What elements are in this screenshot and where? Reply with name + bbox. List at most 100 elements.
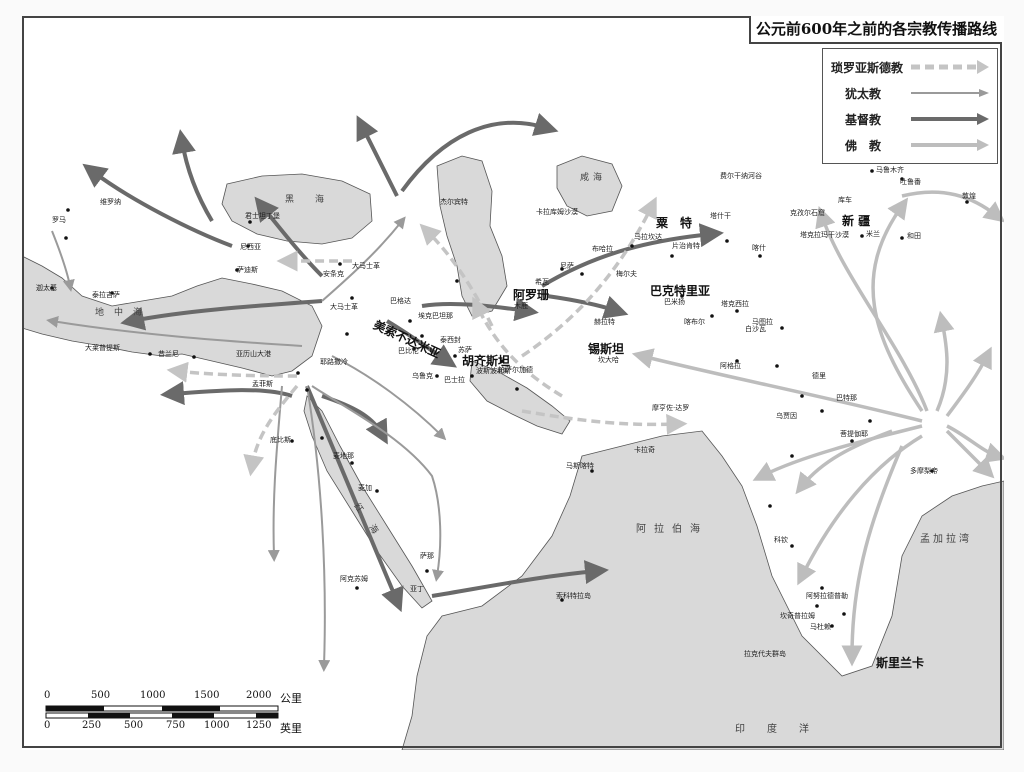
region-khuzestan: 胡齐斯坦 xyxy=(462,354,511,368)
place-label: 巴格达 xyxy=(390,297,411,305)
legend-row-zoroastrianism: 琐罗亚斯德教 xyxy=(823,57,999,81)
place-label: 亚历山大港 xyxy=(236,350,271,358)
place-label: 喀什 xyxy=(752,244,766,252)
place-label: 白沙瓦 xyxy=(745,325,766,333)
place-label: 坎大哈 xyxy=(598,356,619,364)
region-bactria: 巴克特里亚 xyxy=(650,284,711,298)
place-label: 维罗纳 xyxy=(100,198,121,206)
place-label: 泰拉吉萨 xyxy=(92,291,120,299)
buddhist-routes xyxy=(631,190,1004,667)
legend-label-judaism: 犹太教 xyxy=(845,87,882,101)
place-label: 塔克西拉 xyxy=(721,300,749,308)
sea-indian: 印度洋 xyxy=(735,724,831,735)
place-label: 和田 xyxy=(907,232,921,240)
legend-row-christianity: 基督教 xyxy=(823,109,999,133)
place-label: 马拉坎达 xyxy=(634,233,662,241)
legend-swatch-thick xyxy=(911,113,989,125)
place-label: 巴士拉 xyxy=(444,376,465,384)
legend-row-judaism: 犹太教 xyxy=(823,83,999,107)
place-label: 大马士革 xyxy=(352,262,380,270)
place-label: 孟菲斯 xyxy=(252,380,273,388)
place-label: 库车 xyxy=(838,196,852,204)
place-label: 塔什干 xyxy=(710,212,731,220)
place-label: 帕萨尔加德 xyxy=(498,366,533,374)
place-label: 大马士革 xyxy=(330,303,358,311)
scale-mi-tick: 250 xyxy=(82,720,102,731)
place-label: 多摩梨帝 xyxy=(910,467,938,475)
place-label: 底比斯 xyxy=(270,436,291,444)
place-label: 吐鲁番 xyxy=(900,178,921,186)
place-label: 埃克巴坦那 xyxy=(418,312,453,320)
legend-swatch-thin xyxy=(911,89,989,97)
scale-mi-tick: 1250 xyxy=(246,720,272,731)
region-xinjiang: 新 疆 xyxy=(842,214,871,228)
place-label: 克孜尔石窟 xyxy=(790,209,825,217)
place-label: 乌鲁克 xyxy=(412,372,433,380)
place-label: 耶路撒冷 xyxy=(320,358,348,366)
place-label: 麦地那 xyxy=(333,452,354,460)
sea-aral: 咸海 xyxy=(580,173,607,183)
place-label: 索科特拉岛 xyxy=(556,592,591,600)
place-label: 麦加 xyxy=(358,484,372,492)
place-label: 希瓦 xyxy=(535,278,549,286)
sea-black: 黑 海 xyxy=(285,195,331,205)
place-label: 赫拉特 xyxy=(594,318,615,326)
place-label: 阿格拉 xyxy=(720,362,741,370)
place-dots xyxy=(50,169,969,628)
place-label: 波斯波利斯 xyxy=(476,367,511,375)
map-title: 公元前600年之前的各宗教传播路线 xyxy=(749,16,1002,44)
legend-row-buddhism: 佛 教 xyxy=(823,135,999,159)
place-label: 木鹿 xyxy=(514,302,528,310)
place-label: 科钦 xyxy=(774,536,788,544)
place-label: 巴米扬 xyxy=(664,298,685,306)
place-label: 杰尔宾特 xyxy=(440,198,468,206)
place-label: 马鲁木齐 xyxy=(876,166,904,174)
scale-km-tick: 1500 xyxy=(194,690,220,701)
scale-mi-tick: 0 xyxy=(44,720,51,731)
scale-km-tick: 0 xyxy=(44,690,51,701)
place-label: 片治肯特 xyxy=(672,242,700,250)
place-label: 萨迪斯 xyxy=(237,266,258,274)
region-khorasan: 阿罗珊 xyxy=(513,288,550,302)
sea-arabian: 阿拉伯海 xyxy=(636,524,708,535)
place-label: 巴比伦 xyxy=(398,347,419,355)
scale-mi-tick: 500 xyxy=(124,720,144,731)
zoroastrian-routes xyxy=(166,196,688,477)
judaism-routes xyxy=(46,216,447,672)
place-label: 大莱普提斯 xyxy=(85,344,120,352)
region-sogdiana: 粟 特 xyxy=(656,216,693,230)
place-label: 摩亨佐·达罗 xyxy=(652,404,690,412)
sea-bengal: 孟加拉湾 xyxy=(920,534,972,545)
legend: 琐罗亚斯德教 犹太教 基督教 佛 教 xyxy=(822,48,998,164)
place-label: 乌贾因 xyxy=(776,412,797,420)
sea-mediterranean: 地中海 xyxy=(95,308,153,318)
place-label: 布哈拉 xyxy=(592,245,613,253)
place-label: 昔兰尼 xyxy=(158,350,179,358)
place-label: 坎奇普拉姆 xyxy=(780,612,815,620)
place-label: 卡拉库姆沙漠 xyxy=(536,208,578,216)
place-label: 马斯喀特 xyxy=(566,462,594,470)
place-label: 苏萨 xyxy=(458,346,472,354)
place-label: 塔克拉玛干沙漠 xyxy=(800,231,849,239)
place-label: 喀布尔 xyxy=(684,318,705,326)
legend-label-zoroastrianism: 琐罗亚斯德教 xyxy=(831,61,904,75)
place-label: 迦太基 xyxy=(36,284,57,292)
place-label: 萨那 xyxy=(420,552,434,560)
christian-routes xyxy=(82,112,724,613)
place-label: 尼西亚 xyxy=(240,243,261,251)
region-srilanka: 斯里兰卡 xyxy=(876,656,925,670)
scale-mi-unit: 英里 xyxy=(280,722,302,735)
place-label: 亚丁 xyxy=(410,585,424,593)
place-label: 卡拉奇 xyxy=(634,446,655,454)
scale-km-tick: 1000 xyxy=(140,690,166,701)
scale-mi-tick: 750 xyxy=(166,720,186,731)
place-label: 敦煌 xyxy=(962,192,976,200)
place-label: 马杜赖 xyxy=(810,623,831,631)
scale-km-unit: 公里 xyxy=(280,692,302,705)
place-label: 罗马 xyxy=(52,216,66,224)
scale-km-tick: 2000 xyxy=(246,690,272,701)
place-label: 马图拉 xyxy=(752,318,773,326)
region-sistan: 锡斯坦 xyxy=(588,342,625,356)
place-label: 安条克 xyxy=(323,270,344,278)
